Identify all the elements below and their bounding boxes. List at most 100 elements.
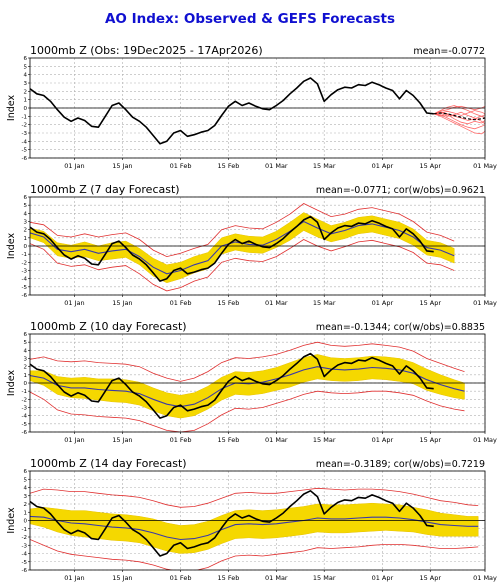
y-tick-label: -6 [22, 293, 28, 299]
x-tick-label: 15 Apr [419, 574, 441, 582]
y-tick-label: 2 [24, 89, 28, 95]
x-tick-label: 15 Jan [112, 574, 132, 582]
plot-area [30, 341, 485, 432]
y-tick-label: 1 [24, 373, 28, 379]
y-axis-label: Index [6, 507, 17, 534]
x-tick-label: 15 Jan [112, 436, 132, 444]
extreme-lower-line [30, 239, 455, 292]
extreme-upper-line [30, 341, 465, 382]
x-tick-label: 01 Apr [372, 574, 394, 582]
y-tick-label: 4 [24, 486, 28, 492]
plot-area [30, 203, 485, 292]
x-tick-label: 15 Feb [217, 436, 239, 444]
observed-line [30, 352, 434, 419]
y-tick-label: 1 [24, 236, 28, 242]
y-tick-label: 5 [24, 64, 28, 70]
x-tick-label: 01 Mar [265, 162, 288, 170]
x-tick-label: 15 Feb [217, 162, 239, 170]
observed-line [30, 490, 434, 557]
x-tick-label: 15 Mar [313, 436, 336, 444]
y-tick-label: -4 [22, 414, 28, 420]
x-tick-label: 01 May [473, 299, 497, 307]
x-tick-label: 01 Mar [265, 436, 288, 444]
panel-title: 1000mb Z (7 day Forecast) [30, 183, 180, 196]
panel-stat: mean=-0.0772 [413, 46, 485, 57]
y-tick-label: 3 [24, 494, 28, 500]
panel-2: 1000mb Z (7 day Forecast) mean=-0.0771; c… [6, 183, 497, 307]
x-tick-label: 15 Apr [419, 436, 441, 444]
spread-band [30, 212, 455, 284]
plot-area [30, 77, 485, 145]
y-tick-label: -3 [22, 543, 28, 549]
x-tick-label: 01 Feb [170, 299, 192, 307]
y-tick-label: 2 [24, 502, 28, 508]
x-tick-label: 15 Feb [217, 574, 239, 582]
x-tick-label: 01 Mar [265, 299, 288, 307]
x-tick-label: 01 Apr [372, 436, 394, 444]
y-tick-label: -2 [22, 123, 27, 129]
x-tick-label: 01 Jan [64, 436, 84, 444]
extreme-upper-line [30, 487, 479, 508]
panel-title: 1000mb Z (14 day Forecast) [30, 457, 187, 470]
x-tick-label: 01 May [473, 436, 497, 444]
y-tick-label: -5 [22, 285, 28, 291]
y-tick-label: 0 [24, 106, 28, 112]
y-tick-label: 0 [24, 519, 28, 525]
figure-title: AO Index: Observed & GEFS Forecasts [105, 11, 395, 27]
x-tick-label: 01 Feb [170, 436, 192, 444]
y-tick-label: -2 [22, 260, 27, 266]
forecast-member-line [433, 113, 485, 135]
x-tick-label: 01 Feb [170, 574, 192, 582]
y-tick-label: 1 [24, 98, 28, 104]
forecast-member-line [433, 113, 485, 130]
y-tick-label: -5 [22, 560, 28, 566]
x-tick-label: 15 Apr [419, 299, 441, 307]
y-tick-label: 3 [24, 220, 28, 226]
y-tick-label: -3 [22, 131, 28, 137]
y-tick-label: -1 [22, 252, 27, 258]
observed-line [30, 77, 434, 145]
y-tick-label: -1 [22, 389, 27, 395]
x-tick-label: 01 Jan [64, 299, 84, 307]
y-tick-label: 0 [24, 244, 28, 250]
y-tick-label: 5 [24, 340, 28, 346]
y-tick-label: -6 [22, 430, 28, 436]
ensemble-mean-line [30, 515, 479, 541]
panel-title: 1000mb Z (Obs: 19Dec2025 - 17Apr2026) [30, 44, 263, 57]
y-tick-label: 6 [24, 195, 28, 201]
x-tick-label: 01 May [473, 162, 497, 170]
y-axis-label: Index [6, 370, 17, 397]
forecast-member-line [433, 113, 485, 125]
y-axis-label: Index [6, 233, 17, 260]
panel-4: 1000mb Z (14 day Forecast) mean=-0.3189; … [6, 457, 497, 582]
y-tick-label: -1 [22, 114, 27, 120]
x-tick-label: 01 Jan [64, 574, 84, 582]
y-tick-label: 2 [24, 228, 28, 234]
spread-band [30, 502, 479, 554]
y-tick-label: -6 [22, 156, 28, 162]
y-tick-label: 6 [24, 469, 28, 475]
x-tick-label: 01 Apr [372, 162, 394, 170]
panel-title: 1000mb Z (10 day Forecast) [30, 320, 187, 333]
y-tick-label: 5 [24, 203, 28, 209]
y-tick-label: -6 [22, 568, 28, 574]
plot-area [30, 487, 485, 570]
y-tick-label: 0 [24, 381, 28, 387]
panel-3: 1000mb Z (10 day Forecast) mean=-0.1344; … [6, 320, 497, 444]
y-tick-label: -2 [22, 397, 27, 403]
x-tick-label: 01 Apr [372, 299, 394, 307]
observed-line [30, 215, 434, 282]
y-tick-label: 1 [24, 510, 28, 516]
extreme-upper-line [30, 203, 455, 258]
y-tick-label: 6 [24, 56, 28, 62]
forecast-mean-line [433, 112, 485, 121]
panel-stat: mean=-0.3189; cor(w/obs)=0.7219 [316, 459, 485, 470]
extreme-lower-line [30, 390, 465, 432]
x-tick-label: 01 May [473, 574, 497, 582]
x-tick-label: 15 Apr [419, 162, 441, 170]
x-tick-label: 15 Mar [313, 162, 336, 170]
y-tick-label: -4 [22, 277, 28, 283]
forecast-member-line [433, 111, 485, 125]
y-tick-label: 2 [24, 365, 28, 371]
